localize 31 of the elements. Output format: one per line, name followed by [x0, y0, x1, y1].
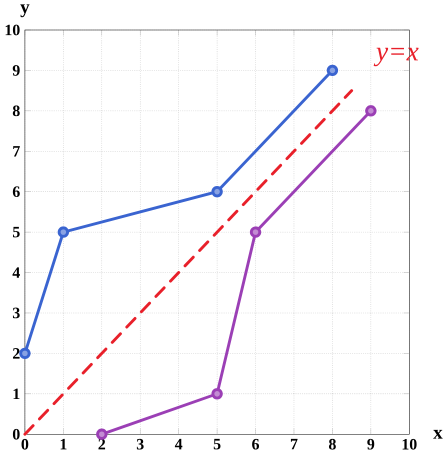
y-tick-label: 1	[14, 388, 20, 400]
x-tick-label: 7	[290, 438, 298, 450]
y-tick-label: 6	[12, 186, 20, 197]
y-tick-label: 9	[12, 65, 20, 76]
y-tick-label: 0	[12, 428, 20, 440]
x-axis-title: x	[433, 430, 443, 439]
x-tick-label: 9	[367, 438, 374, 450]
x-tick-label: 5	[214, 438, 220, 450]
x-tick-label: 0	[22, 438, 28, 450]
point	[250, 226, 262, 238]
y-tick-label: 5	[12, 226, 20, 238]
point	[326, 64, 338, 76]
point	[19, 348, 31, 360]
x-tick-label: 10	[402, 438, 417, 450]
point	[96, 428, 108, 440]
x-tick-label: 6	[252, 438, 259, 450]
x-tick-label: 8	[328, 438, 336, 450]
x-tick-label: 3	[136, 438, 144, 450]
point	[211, 186, 223, 198]
y-tick-label: 8	[12, 105, 20, 116]
y-axis-title: y	[20, 4, 30, 18]
point	[211, 388, 223, 400]
y-tick-label: 10	[6, 24, 20, 36]
y-tick-label: 2	[12, 348, 20, 359]
x-tick-label: 1	[60, 438, 66, 450]
y-tick-label: 3	[12, 308, 20, 318]
y-tick-label: 4	[12, 267, 20, 278]
point	[365, 105, 376, 117]
x-tick-label: 4	[174, 438, 182, 450]
point	[58, 226, 69, 238]
y-tick-label: 7	[13, 146, 20, 156]
